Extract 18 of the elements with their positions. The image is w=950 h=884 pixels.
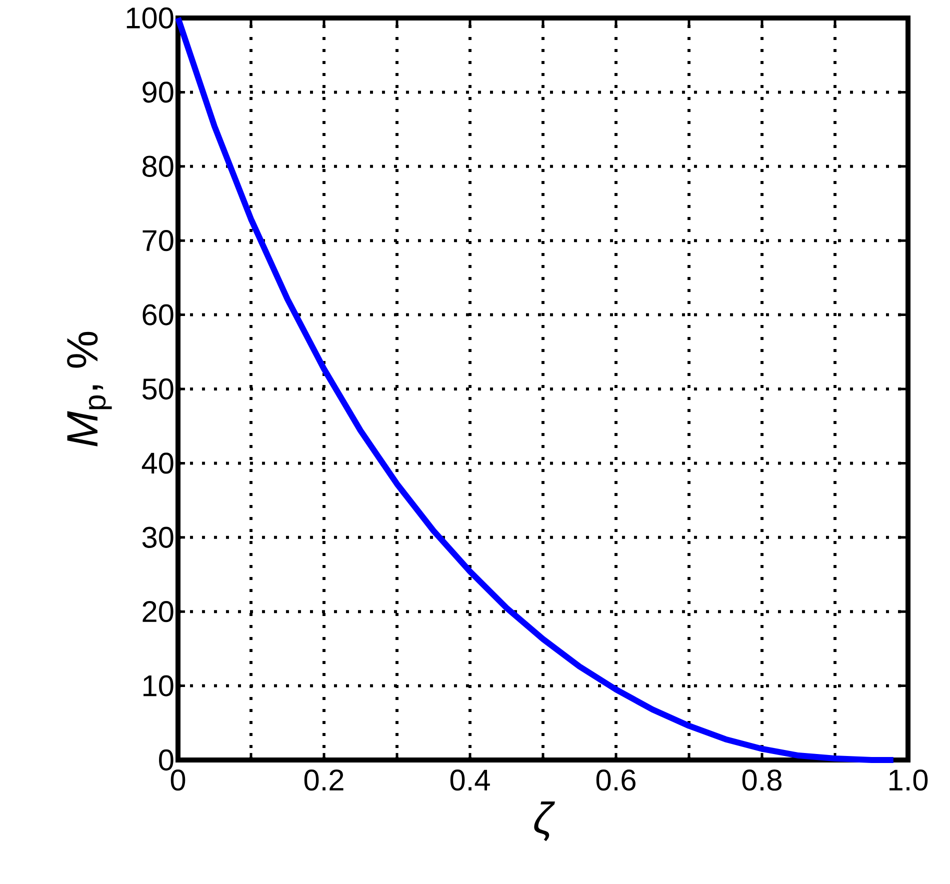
y-tick-label: 50 — [142, 378, 174, 400]
y-tick-label: 40 — [142, 452, 174, 474]
x-axis-title: ζ — [534, 802, 555, 842]
x-tick-label: 0.2 — [304, 770, 344, 791]
y-tick-label: 80 — [142, 156, 174, 177]
x-tick-label: 0.8 — [742, 770, 782, 791]
y-tick-label: 70 — [142, 230, 174, 252]
y-tick-label: 0 — [159, 749, 174, 771]
x-tick-label: 0.6 — [596, 770, 636, 791]
y-tick-label: 60 — [142, 304, 174, 326]
y-tick-label: 100 — [126, 7, 174, 29]
y-tick-label: 10 — [144, 675, 174, 696]
x-tick-label: 0.4 — [450, 770, 490, 791]
y-tick-label: 20 — [142, 601, 174, 622]
y-axis-title: M$_{p}$, % — [67, 332, 112, 446]
y-tick-label: 90 — [142, 82, 174, 103]
x-tick-label: 1.0 — [890, 770, 928, 791]
y-tick-label: 30 — [142, 526, 174, 548]
